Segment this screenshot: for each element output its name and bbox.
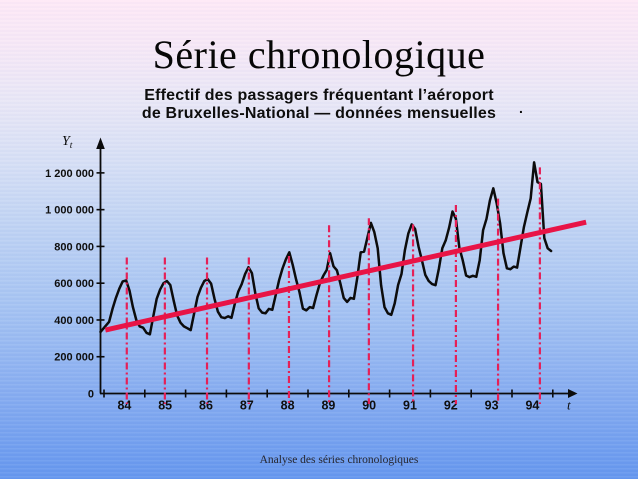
y-tick-label: 1 000 000 [45,205,94,217]
x-year-label: 94 [525,399,539,413]
y-axis-title: Yt [62,134,73,151]
x-year-label: 89 [321,399,335,413]
x-year-label: 92 [444,399,458,413]
x-year-label: 84 [117,399,131,413]
y-tick-label: 600 000 [54,278,94,290]
x-year-label: 87 [240,399,254,413]
series-line [99,161,553,336]
trend-line [104,219,587,333]
x-year-label: 86 [199,399,213,413]
slide-title: Série chronologique [152,32,486,77]
y-tick-label: 0 [88,389,94,401]
y-tick-label: 1 200 000 [45,168,94,180]
x-year-label: 88 [281,399,295,413]
x-year-label: 91 [403,399,417,413]
slide-subtitle: Effectif des passagers fréquentant l’aér… [0,87,638,123]
y-axis-arrowhead-icon [96,137,105,149]
x-axis-arrowhead-icon [568,389,578,398]
y-tick-label: 200 000 [54,352,94,364]
subtitle-line-1: Effectif des passagers fréquentant l’aér… [144,87,494,104]
subtitle-line-2: de Bruxelles-National — données mensuell… [141,105,497,122]
y-tick-label: 800 000 [54,241,94,253]
x-year-label: 90 [362,399,376,413]
footer-caption: Analyse des séries chronologiques [259,454,419,466]
x-year-label: 93 [485,399,499,413]
x-axis-title: t [567,398,571,413]
y-tick-label: 400 000 [54,315,94,327]
subtitle-trailing-dot: . [519,100,523,116]
x-year-label: 85 [158,399,172,413]
